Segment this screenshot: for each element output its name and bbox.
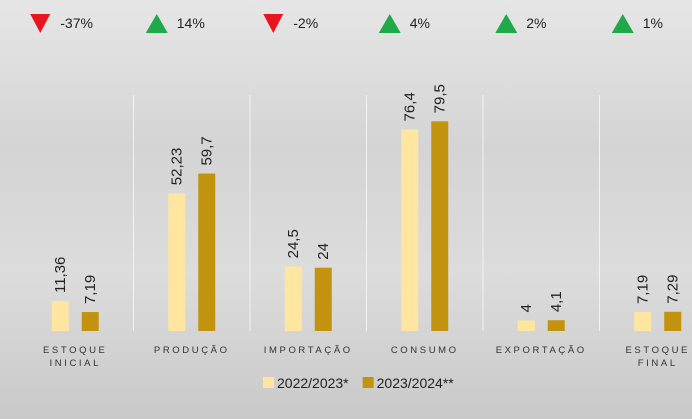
value-label: 4: [518, 304, 535, 312]
value-label: 7,19: [635, 275, 652, 304]
change-label: 4%: [410, 15, 430, 31]
bar: [431, 121, 448, 331]
change-arrow: [263, 14, 283, 33]
value-label: 79,5: [432, 84, 449, 113]
change-label: 1%: [643, 15, 663, 31]
value-label: 59,7: [199, 136, 216, 165]
bar: [52, 301, 69, 331]
bar: [401, 129, 418, 331]
bar: [168, 193, 185, 331]
change-arrow: [146, 14, 168, 33]
x-tick-label: ESTOQUE FINAL: [608, 344, 692, 370]
bar: [285, 266, 302, 331]
change-label: 14%: [177, 15, 205, 31]
change-arrow: [30, 14, 50, 33]
value-label: 7,19: [82, 275, 99, 304]
change-label: -2%: [293, 15, 318, 31]
x-tick-label: CONSUMO: [375, 344, 475, 357]
x-tick-label: IMPORTAÇÃO: [258, 344, 358, 357]
x-tick-label: EXPORTAÇÃO: [491, 344, 591, 357]
value-label: 76,4: [402, 92, 419, 121]
value-label: 52,23: [169, 148, 186, 186]
legend-swatch: [363, 377, 374, 388]
bar: [198, 174, 215, 331]
change-arrow: [379, 14, 401, 33]
change-arrow: [495, 14, 517, 33]
bar: [82, 312, 99, 331]
chart: 11,36 7,19 -37% 52,23 59,7 14% 24,5 24 -2% 76,4 79…: [0, 0, 692, 419]
x-tick-label: ESTOQUE INICIAL: [25, 344, 125, 370]
value-label: 7,29: [665, 275, 682, 304]
legend-swatch: [263, 377, 274, 388]
value-label: 11,36: [52, 257, 69, 293]
change-label: 2%: [526, 15, 546, 31]
bar: [634, 312, 651, 331]
legend-label: 2022/2023*: [277, 375, 349, 391]
change-arrow: [612, 14, 634, 33]
bar: [518, 320, 535, 331]
x-tick-label: PRODUÇÃO: [142, 344, 242, 357]
value-label: 4,1: [548, 291, 565, 312]
bar: [315, 268, 332, 331]
legend-label: 2023/2024**: [377, 375, 455, 391]
bar: [664, 312, 681, 331]
bar: [548, 320, 565, 331]
change-label: -37%: [60, 15, 93, 31]
value-label: 24: [315, 243, 332, 260]
value-label: 24,5: [285, 229, 302, 258]
